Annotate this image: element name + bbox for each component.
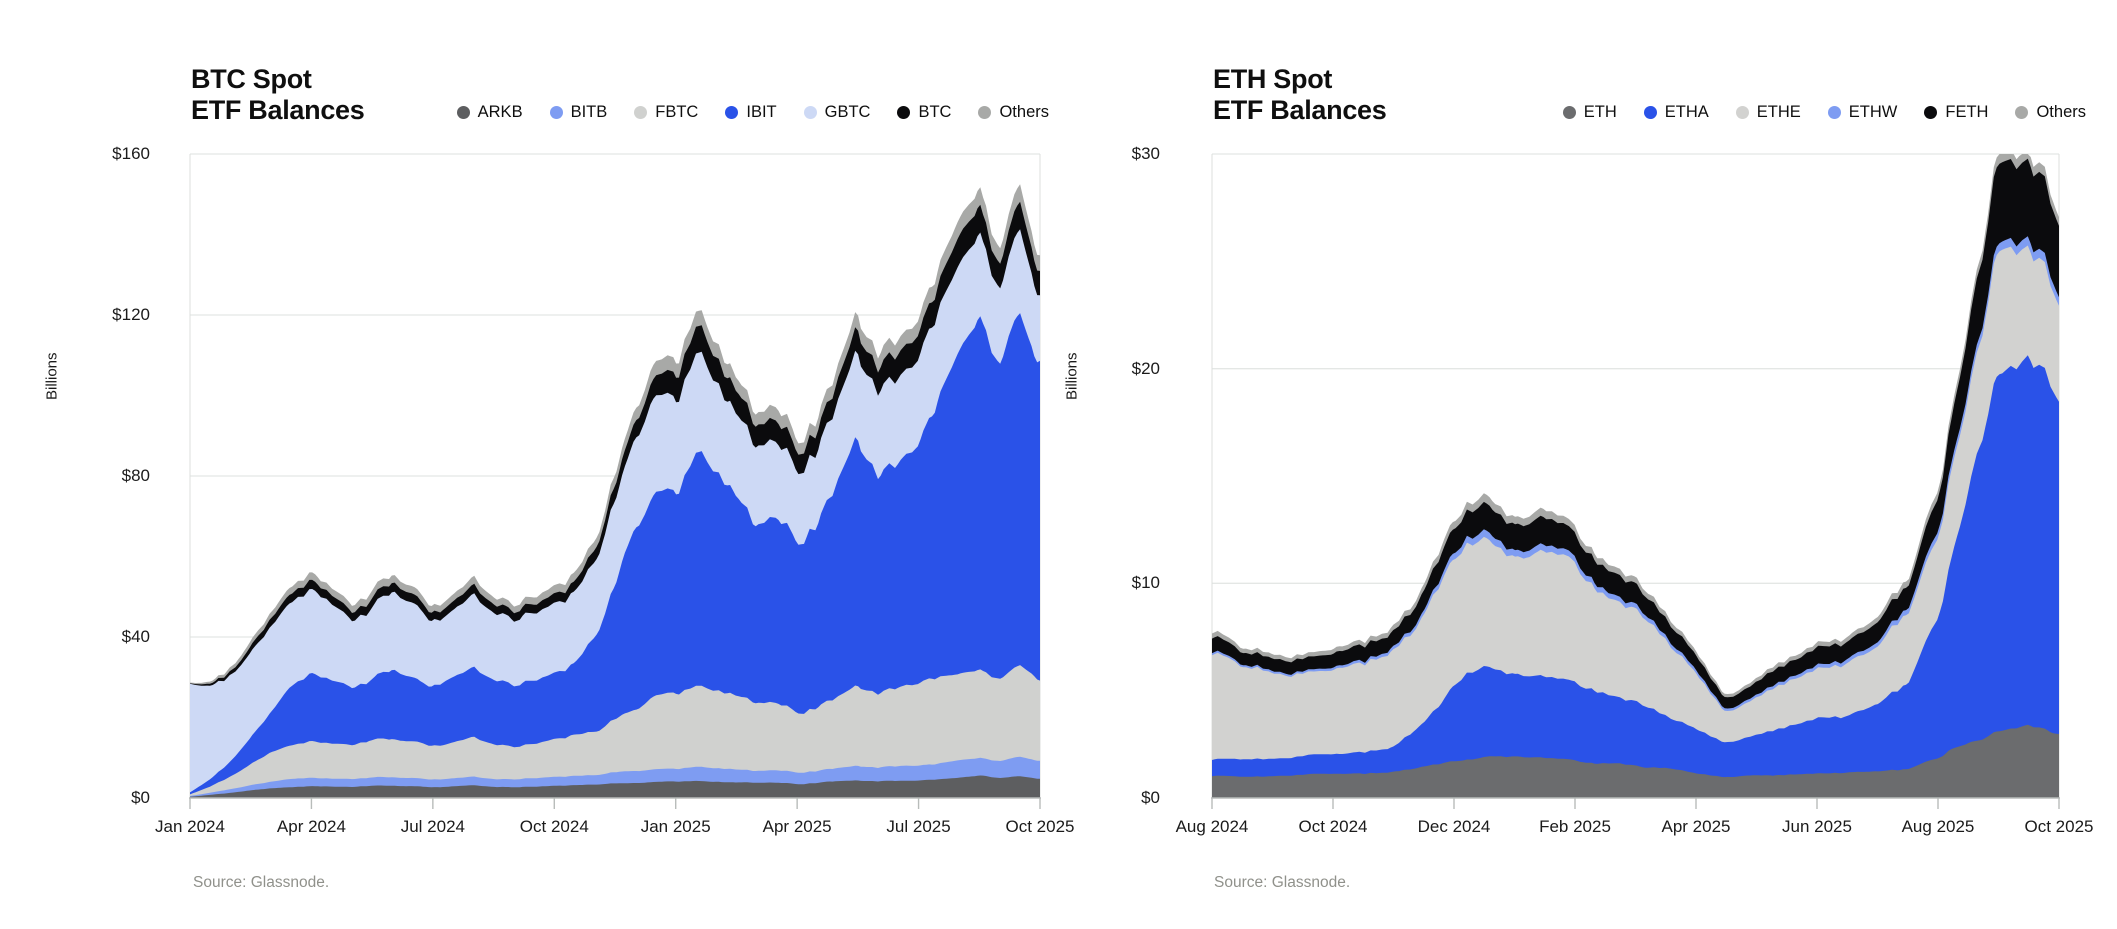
legend-label: ETH xyxy=(1583,103,1617,121)
legend-label: BITB xyxy=(570,103,608,121)
chart-title-line2: ETF Balances xyxy=(191,95,365,125)
legend-swatch-icon xyxy=(456,106,470,119)
legend-label: ETHA xyxy=(1664,103,1709,121)
legend-item-etha: ETHA xyxy=(1643,103,1709,122)
source-note: Source: Glassnode. xyxy=(1214,874,1351,891)
legend-swatch-icon xyxy=(803,106,817,119)
x-axis-tick-label: Oct 2025 xyxy=(2024,817,2094,836)
y-axis-tick-label: $0 xyxy=(131,788,150,807)
legend-label: BTC xyxy=(918,103,952,121)
legend-swatch-icon xyxy=(1827,106,1841,119)
x-axis-tick-label: Aug 2025 xyxy=(1901,817,1975,836)
legend-label: ARKB xyxy=(477,103,523,121)
chart-title-line1: ETH Spot xyxy=(1213,64,1333,94)
y-axis-tick-label: $80 xyxy=(121,466,150,485)
y-axis-tick-label: $40 xyxy=(121,627,150,646)
legend-label: GBTC xyxy=(824,103,871,121)
legend-swatch-icon xyxy=(634,106,648,119)
x-axis-tick-label: Jul 2025 xyxy=(886,817,951,836)
legend-item-ethe: ETHE xyxy=(1735,103,1801,122)
y-axis-tick-label: $10 xyxy=(1131,573,1160,593)
legend-item-gbtc: GBTC xyxy=(803,103,871,122)
x-axis-tick-label: Apr 2025 xyxy=(762,817,832,836)
x-axis-tick-label: Aug 2024 xyxy=(1175,817,1249,836)
x-axis-tick-label: Oct 2024 xyxy=(519,817,589,836)
legend: ETH ETHA ETHE ETHW FETH Others xyxy=(1562,103,2086,122)
legend-item-fbtc: FBTC xyxy=(634,103,698,122)
x-axis-tick-label: Apr 2024 xyxy=(276,817,346,836)
legend-swatch-icon xyxy=(1643,106,1657,119)
y-axis-tick-label: $30 xyxy=(1131,144,1160,163)
source-note: Source: Glassnode. xyxy=(193,874,330,891)
legend-item-bitb: BITB xyxy=(549,103,608,122)
chart-title-line2: ETF Balances xyxy=(1213,95,1387,125)
legend-label: IBIT xyxy=(746,103,777,121)
page-title: BTC Spot ETF Balances xyxy=(191,64,365,126)
x-axis-tick-label: Jan 2024 xyxy=(155,817,225,836)
legend-swatch-icon xyxy=(1562,106,1576,119)
legend-item-ibit: IBIT xyxy=(725,103,777,122)
legend: ARKB BITB FBTC IBIT GBTC BTC Others xyxy=(456,103,1049,122)
legend-swatch-icon xyxy=(2015,106,2029,119)
legend-swatch-icon xyxy=(1735,106,1749,119)
x-axis-tick-label: Feb 2025 xyxy=(1539,817,1611,836)
legend-item-eth: ETH xyxy=(1562,103,1617,122)
x-axis-tick-label: Oct 2024 xyxy=(1298,817,1368,836)
x-axis-tick-label: Oct 2025 xyxy=(1005,817,1075,836)
legend-swatch-icon xyxy=(725,106,739,119)
legend-item-ethw: ETHW xyxy=(1827,103,1898,122)
legend-swatch-icon xyxy=(549,106,563,119)
legend-item-others: Others xyxy=(2015,103,2086,122)
legend-item-arkb: ARKB xyxy=(456,103,523,122)
y-axis-tick-label: $160 xyxy=(112,144,150,163)
page-title: ETH Spot ETF Balances xyxy=(1213,64,1387,126)
legend-label: Others xyxy=(999,103,1049,121)
legend-item-btc: BTC xyxy=(897,103,951,122)
legend-label: ETHW xyxy=(1848,103,1898,121)
x-axis-tick-label: Jun 2025 xyxy=(1782,817,1852,836)
chart-title-line1: BTC Spot xyxy=(191,64,312,94)
legend-label: Others xyxy=(2036,103,2086,121)
x-axis-tick-label: Jan 2025 xyxy=(640,817,711,836)
legend-item-others: Others xyxy=(978,103,1049,122)
legend-label: FBTC xyxy=(655,103,699,121)
legend-swatch-icon xyxy=(1924,106,1938,119)
y-axis-tick-label: $120 xyxy=(112,305,150,324)
x-axis-tick-label: Dec 2024 xyxy=(1417,817,1491,836)
x-axis-tick-label: Apr 2025 xyxy=(1661,817,1731,836)
y-axis-tick-label: $20 xyxy=(1131,358,1160,378)
legend-label: ETHE xyxy=(1756,103,1801,121)
legend-item-feth: FETH xyxy=(1924,103,1988,122)
legend-swatch-icon xyxy=(978,106,992,119)
legend-label: FETH xyxy=(1945,103,1989,121)
x-axis-tick-label: Jul 2024 xyxy=(400,817,465,836)
y-axis-tick-label: $0 xyxy=(1141,788,1160,807)
legend-swatch-icon xyxy=(897,106,911,119)
